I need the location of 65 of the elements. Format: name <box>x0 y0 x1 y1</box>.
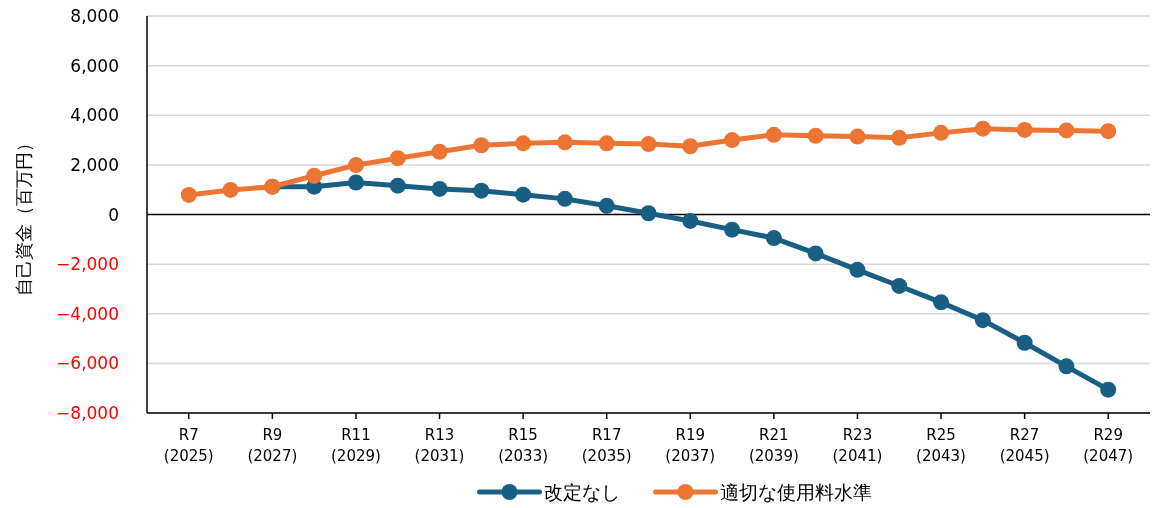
legend-label: 適切な使用料水準 <box>719 481 872 503</box>
y-tick-label: 8,000 <box>70 6 119 26</box>
point <box>807 127 824 144</box>
point <box>974 312 991 329</box>
point <box>180 186 197 203</box>
x-tick-label: R15 (2033) <box>498 426 549 465</box>
x-tick-label: R11 (2029) <box>331 426 381 465</box>
y-tick-label: 0 <box>108 204 119 225</box>
point <box>1058 358 1075 375</box>
point <box>556 190 573 207</box>
x-tick-label: R23 (2041) <box>832 426 883 465</box>
y-tick-label: 4,000 <box>70 105 119 126</box>
point <box>974 120 991 137</box>
y-tick-label: −2,000 <box>56 254 119 275</box>
x-tick-label: R25 (2043) <box>916 426 966 465</box>
point <box>1100 123 1117 140</box>
point <box>765 126 782 143</box>
point <box>807 245 824 262</box>
y-axis-title: 自己資金（百万円） <box>13 133 34 296</box>
point <box>682 138 699 155</box>
x-tick-label: R13 (2031) <box>414 426 465 465</box>
point <box>389 150 406 167</box>
point <box>389 177 406 194</box>
point <box>306 167 323 184</box>
point <box>724 132 741 149</box>
x-tick-label: R21 (2039) <box>748 426 799 465</box>
point <box>431 180 448 197</box>
legend-label: 改定なし <box>543 481 620 503</box>
x-tick-label: R9 (2027) <box>247 426 298 465</box>
point <box>682 212 699 229</box>
y-tick-label: −4,000 <box>56 303 119 324</box>
point <box>1058 122 1075 139</box>
point <box>765 230 782 247</box>
point <box>724 221 741 238</box>
y-tick-label: 6,000 <box>70 55 119 76</box>
point <box>473 137 490 154</box>
y-tick-label: −8,000 <box>56 403 119 423</box>
x-tick-label: R29 (2047) <box>1083 426 1134 465</box>
point <box>1016 334 1033 351</box>
point <box>933 294 950 311</box>
x-tick-label: R27 (2045) <box>999 426 1050 465</box>
point <box>347 157 364 174</box>
point <box>473 182 490 199</box>
point <box>515 135 532 152</box>
point <box>431 143 448 160</box>
point <box>640 136 657 153</box>
point <box>933 124 950 141</box>
x-tick-label: R19 (2037) <box>665 426 716 465</box>
point <box>598 197 615 214</box>
point <box>849 261 866 278</box>
point <box>640 205 657 222</box>
x-tick-label: R7 (2025) <box>163 426 214 465</box>
x-tick-label: R17 (2035) <box>581 426 632 465</box>
point <box>556 134 573 151</box>
y-tick-label: −6,000 <box>56 353 119 374</box>
point <box>222 181 239 198</box>
point <box>598 135 615 152</box>
point <box>891 129 908 146</box>
point <box>849 128 866 145</box>
y-tick-label: 2,000 <box>70 154 119 175</box>
point <box>1016 121 1033 138</box>
point <box>515 186 532 203</box>
point <box>347 174 364 191</box>
point <box>1100 381 1117 398</box>
point <box>891 277 908 294</box>
